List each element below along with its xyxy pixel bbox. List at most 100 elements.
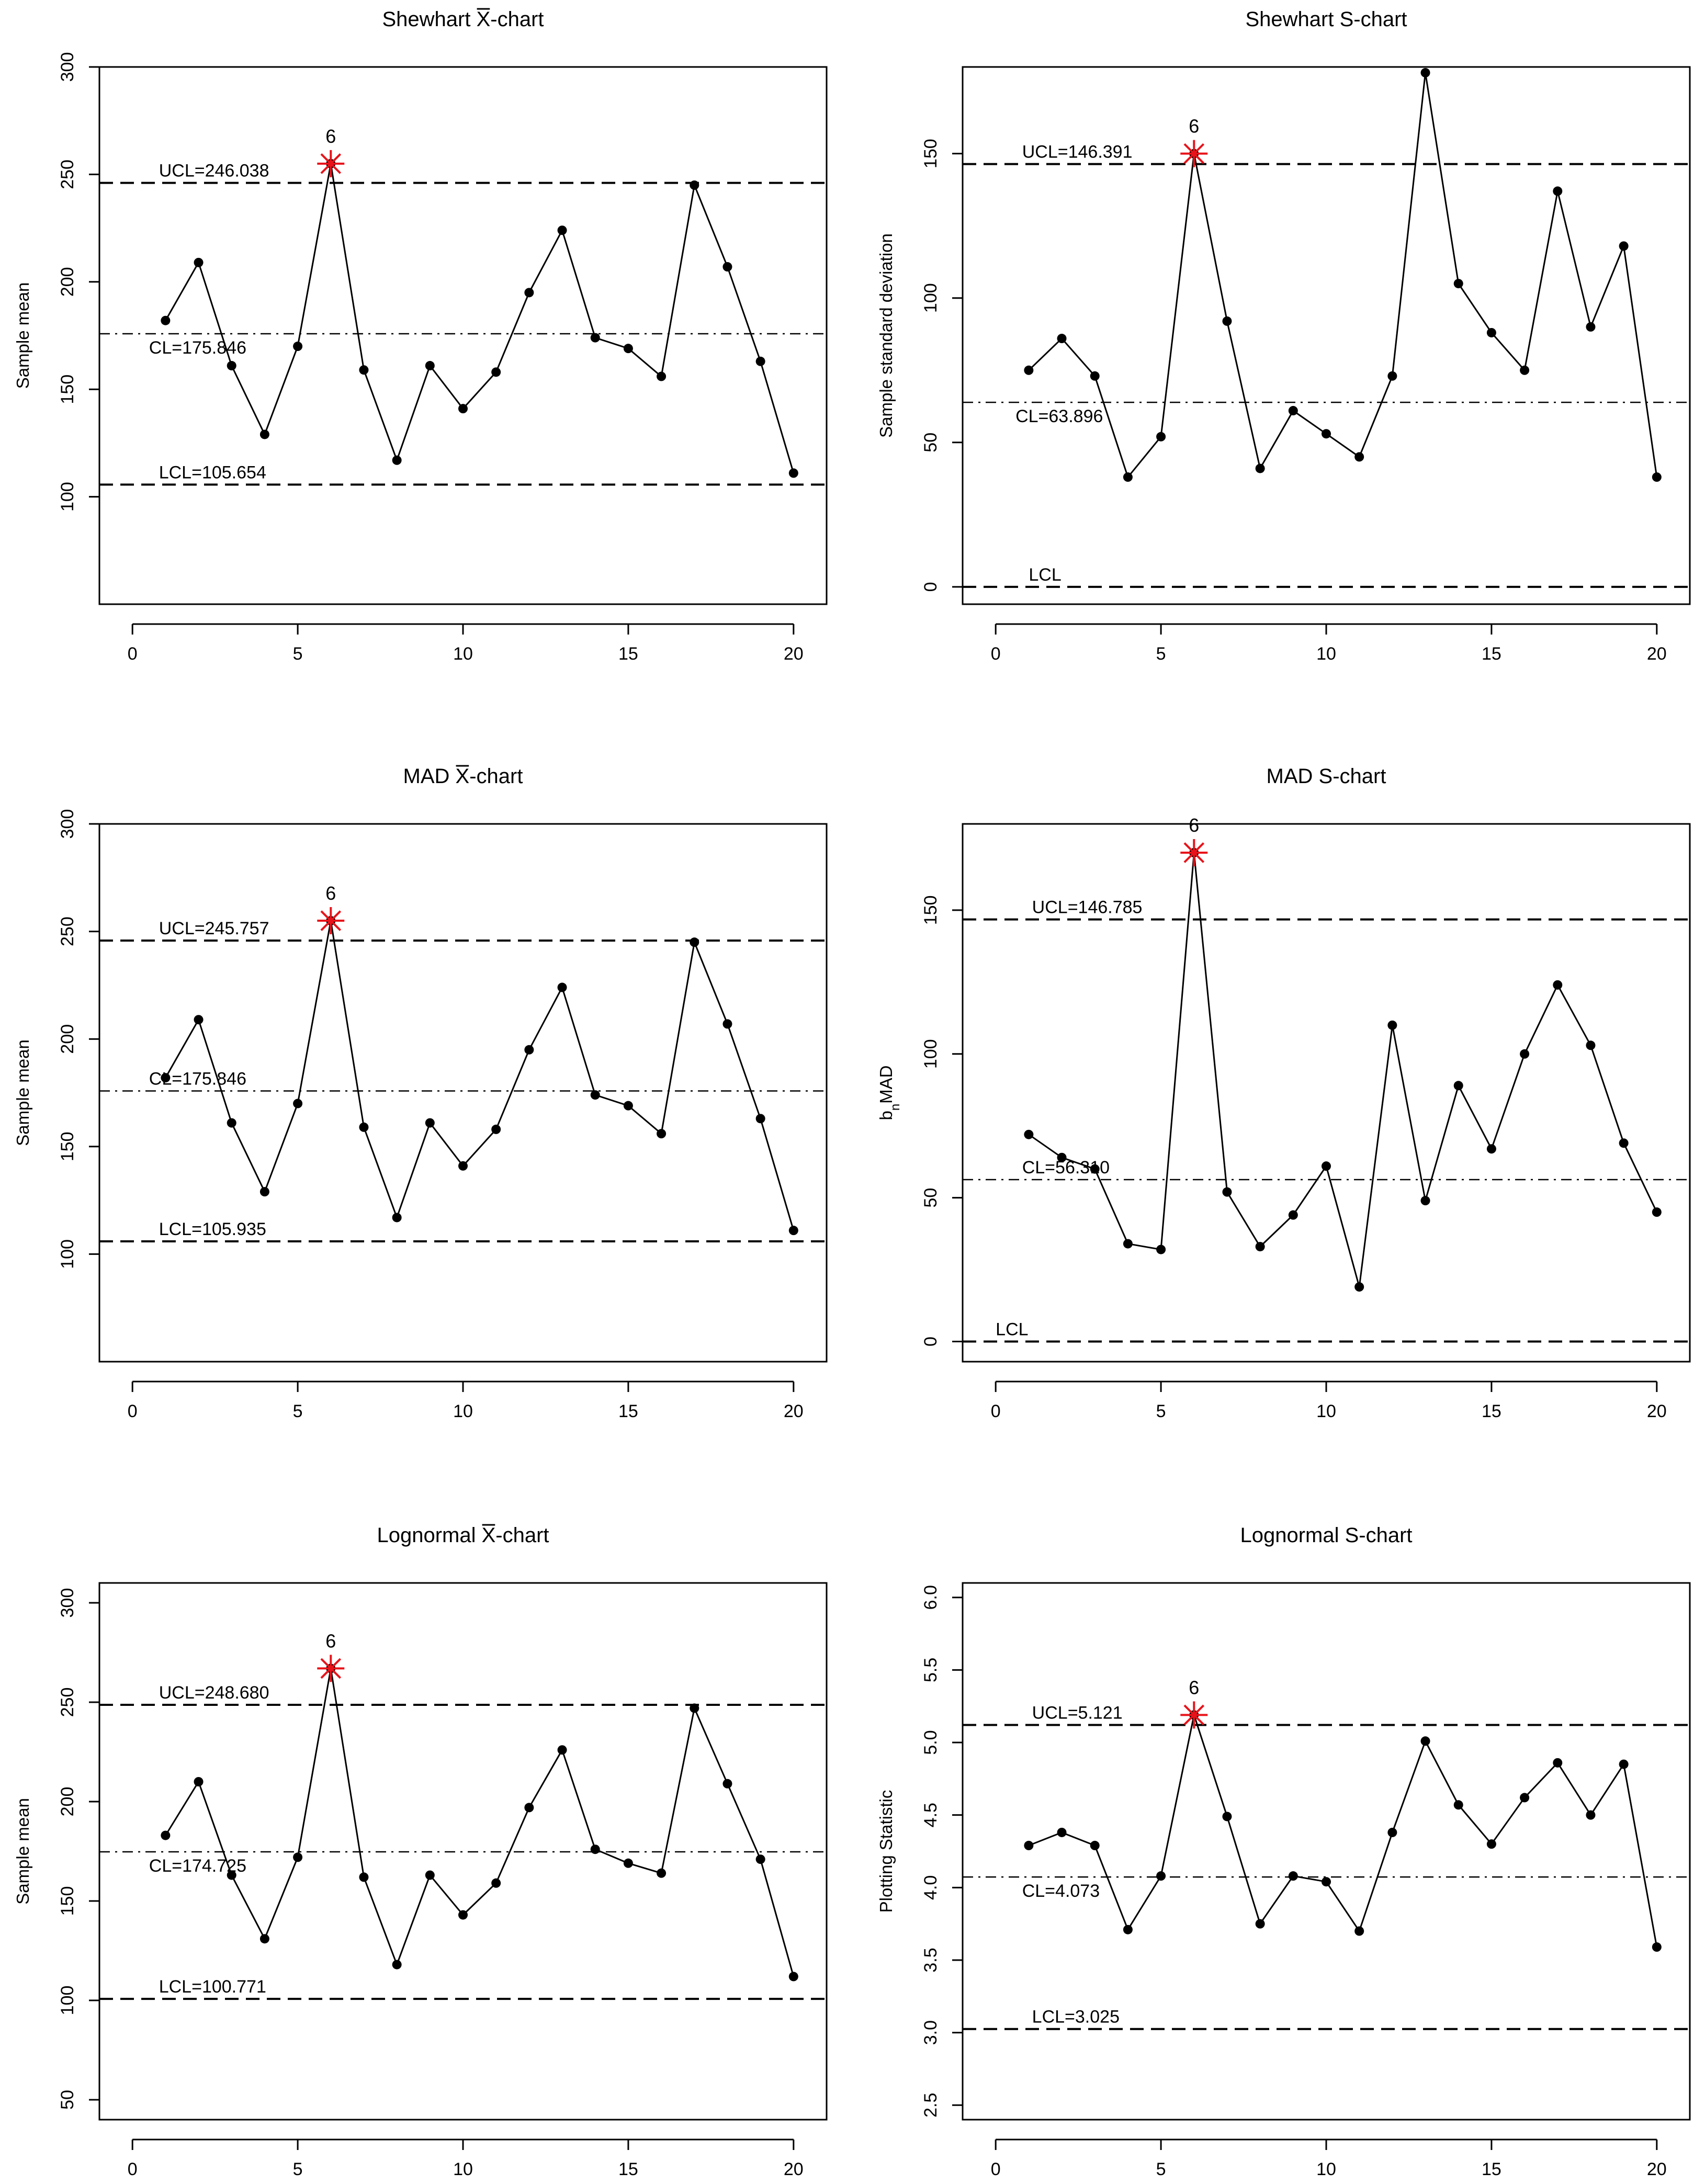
series-line — [1028, 852, 1658, 1287]
data-point — [1453, 1800, 1463, 1810]
x-tick-label: 15 — [1482, 2159, 1501, 2179]
data-point — [788, 1226, 798, 1236]
data-point — [1453, 1081, 1463, 1091]
series-line — [165, 920, 795, 1231]
x-tick-label: 5 — [1156, 644, 1166, 664]
x-tick-label: 0 — [128, 1401, 138, 1421]
out-of-control-marker — [1180, 1701, 1208, 1729]
y-tick-label: 150 — [921, 896, 941, 925]
data-point — [690, 180, 699, 190]
data-point — [755, 1114, 765, 1124]
data-point — [557, 982, 567, 992]
data-point — [1024, 1840, 1034, 1850]
data-point — [623, 344, 633, 354]
data-point — [1222, 1187, 1232, 1197]
data-point — [1586, 1040, 1596, 1050]
y-axis-label: Plotting Statistic — [876, 1790, 896, 1913]
x-tick-label: 10 — [453, 1401, 473, 1421]
data-point — [1420, 1736, 1430, 1746]
y-tick-label: 300 — [58, 809, 77, 839]
data-point — [1322, 429, 1331, 439]
y-tick-label: 250 — [58, 916, 77, 946]
data-point — [227, 1870, 236, 1880]
data-point — [227, 361, 236, 371]
data-point — [1090, 1840, 1100, 1850]
data-point — [1652, 1207, 1662, 1217]
data-point — [194, 257, 204, 267]
data-point — [1288, 1210, 1298, 1220]
data-point — [788, 468, 798, 478]
chart-panel-6: Lognormal S-chart Plotting Statistic 2.5 3.… — [876, 1524, 1691, 2179]
data-point — [524, 1045, 534, 1055]
data-point — [1090, 371, 1100, 381]
data-point — [623, 1858, 633, 1868]
out-of-control-marker — [317, 1655, 345, 1682]
x-tick-label: 10 — [1316, 644, 1336, 664]
data-point — [1024, 1129, 1034, 1139]
data-point — [259, 1934, 269, 1944]
y-tick-label: 0 — [921, 1337, 941, 1346]
data-point — [590, 1090, 600, 1100]
data-point — [1619, 1138, 1629, 1148]
ucl-label: UCL=246.038 — [159, 161, 269, 181]
data-point — [1486, 1839, 1496, 1849]
data-point — [1520, 1793, 1530, 1803]
x-tick-label: 20 — [784, 2159, 804, 2179]
data-point — [1354, 452, 1364, 462]
x-tick-label: 5 — [1156, 2159, 1166, 2179]
y-tick-label: 5.0 — [921, 1730, 941, 1755]
data-point — [1123, 1239, 1133, 1249]
x-tick-label: 5 — [1156, 1401, 1166, 1421]
out-of-control-marker — [317, 150, 345, 177]
lcl-label: LCL — [1029, 565, 1061, 585]
ucl-label: UCL=248.680 — [159, 1683, 269, 1703]
y-axis-label: bnMAD — [876, 1065, 902, 1120]
x-tick-label: 15 — [1482, 644, 1501, 664]
chart-panel-4: MAD S-chart bnMAD 0 50 100 150 0 5 10 15 20 UCL=146… — [876, 765, 1691, 1421]
data-point — [1057, 1827, 1067, 1837]
data-point — [1553, 1758, 1563, 1768]
x-tick-label: 15 — [618, 1401, 638, 1421]
y-tick-label: 4.5 — [921, 1803, 941, 1827]
data-point — [1057, 334, 1067, 344]
y-tick-label: 250 — [58, 1688, 77, 1717]
data-point — [1652, 1942, 1662, 1952]
data-point — [722, 1779, 732, 1789]
data-point — [1255, 463, 1265, 473]
y-tick-label: 100 — [921, 283, 941, 313]
data-point — [657, 371, 667, 381]
x-tick-label: 20 — [784, 644, 804, 664]
data-point — [293, 1852, 303, 1862]
data-point — [1156, 1244, 1166, 1254]
series-line — [165, 1668, 795, 1977]
data-point — [1222, 316, 1232, 326]
x-tick-label: 10 — [1316, 2159, 1336, 2179]
ucl-label: UCL=245.757 — [159, 919, 269, 938]
data-point — [227, 1118, 236, 1128]
data-point — [1354, 1282, 1364, 1292]
data-point — [392, 1213, 402, 1223]
ucl-label: UCL=146.785 — [1032, 898, 1143, 918]
data-point — [194, 1015, 204, 1025]
ucl-label: UCL=146.391 — [1022, 142, 1133, 162]
data-point — [1322, 1877, 1331, 1887]
y-tick-label: 300 — [58, 1588, 77, 1618]
x-tick-label: 15 — [1482, 1401, 1501, 1421]
data-point — [1420, 68, 1430, 78]
data-point — [590, 1844, 600, 1854]
chart-title: Lognormal S-chart — [1240, 1524, 1412, 1547]
data-point — [557, 225, 567, 235]
data-point — [1420, 1196, 1430, 1206]
data-point — [1123, 1925, 1133, 1934]
x-tick-label: 0 — [991, 644, 1001, 664]
data-point — [755, 1854, 765, 1864]
data-point — [1486, 1144, 1496, 1154]
chart-title: MAD X-chart — [403, 765, 523, 788]
data-point — [1586, 1810, 1596, 1820]
y-tick-label: 5.5 — [921, 1658, 941, 1682]
out-of-control-marker — [1180, 140, 1208, 167]
x-tick-label: 0 — [991, 1401, 1001, 1421]
series-line — [1028, 1712, 1658, 1948]
